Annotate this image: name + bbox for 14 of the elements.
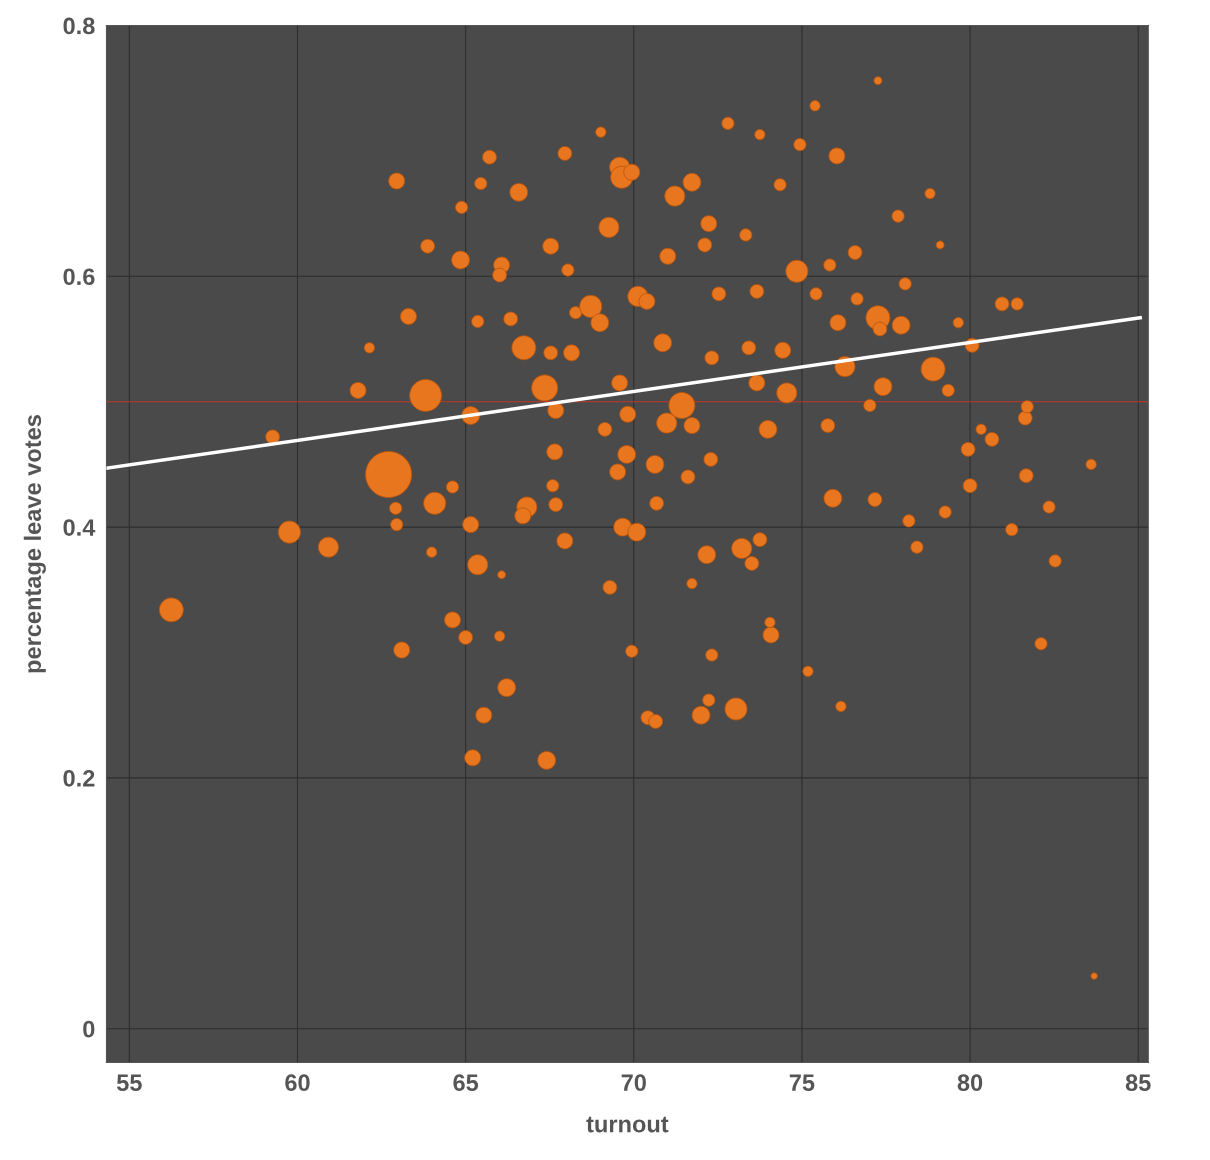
y-axis-title: percentage leave votes <box>23 415 46 673</box>
x-tick-label: 60 <box>285 1074 310 1092</box>
x-tick-label: 80 <box>957 1074 983 1092</box>
y-tick-label: 0 <box>83 1020 95 1038</box>
y-tick-label: 0.2 <box>63 769 95 787</box>
y-tick-label: 0.6 <box>63 268 95 286</box>
x-tick-label: 85 <box>1125 1074 1151 1092</box>
x-tick-label: 65 <box>453 1074 479 1092</box>
x-tick-label: 55 <box>116 1074 142 1092</box>
x-tick-label: 70 <box>621 1074 646 1092</box>
x-tick-label: 75 <box>789 1074 815 1092</box>
y-tick-label: 0.4 <box>63 519 96 536</box>
x-axis-title: turnout <box>586 1116 669 1133</box>
y-tick-label: 0.8 <box>63 17 95 35</box>
